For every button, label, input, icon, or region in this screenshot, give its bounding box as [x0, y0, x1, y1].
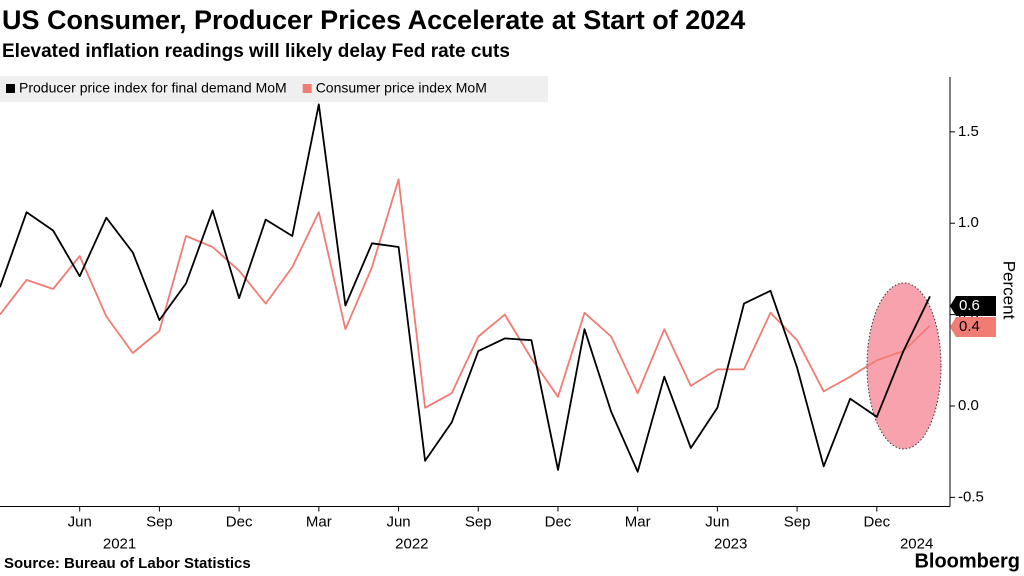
end-label-box [950, 296, 996, 316]
y-tick-label: 0.0 [958, 397, 979, 414]
x-tick-label: Jun [68, 513, 92, 530]
y-tick-label: -0.5 [958, 488, 984, 505]
x-tick-label: Sep [465, 513, 492, 530]
y-tick-label: 1.5 [958, 123, 979, 140]
legend-label: Producer price index for final demand Mo… [19, 80, 287, 96]
series-line [0, 103, 931, 473]
x-tick-label: Sep [146, 513, 173, 530]
chart-title: US Consumer, Producer Prices Accelerate … [2, 5, 745, 35]
x-tick-label: Mar [306, 513, 332, 530]
x-tick-label: Mar [625, 513, 651, 530]
chart-subtitle: Elevated inflation readings will likely … [2, 41, 510, 62]
x-year-label: 2021 [103, 535, 136, 552]
x-tick-label: Dec [545, 513, 572, 530]
end-label-box [950, 317, 996, 337]
y-axis-label: Percent [1000, 261, 1019, 320]
series-line [0, 178, 931, 409]
x-tick-label: Dec [226, 513, 253, 530]
legend-background [0, 76, 548, 102]
source-note: Source: Bureau of Labor Statistics [4, 555, 251, 572]
x-tick-label: Dec [863, 513, 890, 530]
x-year-label: 2023 [714, 535, 747, 552]
legend-swatch [302, 84, 312, 93]
x-tick-label: Jun [705, 513, 729, 530]
x-year-label: 2024 [900, 535, 933, 552]
brand: Bloomberg [914, 550, 1020, 572]
highlight-ellipse [866, 282, 942, 450]
x-year-label: 2022 [395, 535, 428, 552]
legend-label: Consumer price index MoM [316, 80, 487, 96]
end-label: 0.4 [959, 318, 980, 335]
end-label: 0.6 [959, 297, 980, 314]
x-tick-label: Sep [784, 513, 811, 530]
y-tick-label: 1.0 [958, 214, 979, 231]
x-tick-label: Jun [386, 513, 410, 530]
legend-swatch [6, 84, 15, 93]
